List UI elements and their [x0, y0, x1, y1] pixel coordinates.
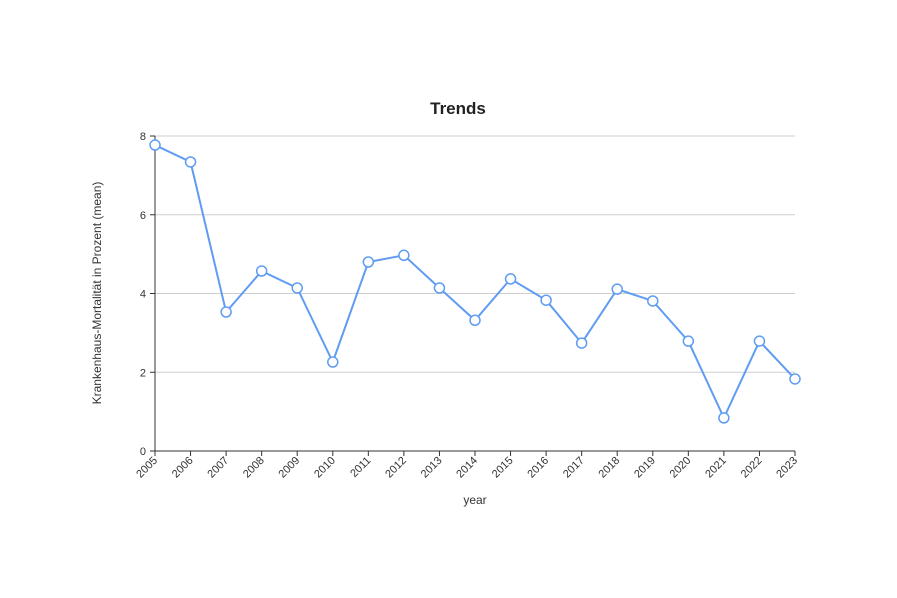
point	[575, 337, 588, 349]
x-tick-label: 2009	[277, 455, 303, 481]
x-tick-label: 2005	[134, 455, 160, 481]
point	[504, 273, 517, 285]
line-series	[154, 144, 796, 421]
point	[433, 282, 446, 294]
point	[327, 356, 339, 368]
x-tick-label: 2021	[703, 455, 729, 481]
point	[184, 156, 197, 168]
x-tick-label: 2016	[525, 455, 551, 481]
point	[398, 249, 410, 262]
y-axis-label: Krankenhaus-Mortalität in Prozent (mean)	[90, 182, 104, 405]
x-tick-label: 2022	[739, 455, 765, 481]
x-tick-label: 2017	[561, 455, 587, 481]
x-tick-label: 2019	[632, 455, 658, 481]
point	[291, 282, 303, 294]
x-tick-label: 2023	[774, 455, 800, 481]
y-tick-label: 0	[140, 446, 146, 458]
point	[682, 335, 695, 347]
point	[789, 373, 801, 385]
x-tick-label: 2018	[597, 455, 623, 481]
y-tick-label: 2	[140, 367, 146, 379]
point	[469, 314, 481, 327]
y-tick-label: 8	[140, 131, 146, 143]
y-tick-label: 4	[140, 289, 146, 301]
point	[540, 294, 552, 306]
x-tick-label: 2010	[312, 455, 338, 481]
point	[718, 412, 730, 424]
x-tick-label: 2011	[348, 455, 373, 480]
x-axis-label: year	[463, 493, 486, 507]
x-tick-label: 2014	[454, 455, 480, 481]
x-tick-label: 2008	[241, 455, 267, 481]
x-tick-label: 2012	[383, 455, 409, 481]
point	[362, 256, 375, 268]
point	[753, 335, 766, 347]
y-tick-label: 6	[140, 210, 146, 222]
x-tick-label: 2020	[668, 455, 694, 481]
point	[255, 265, 268, 277]
x-tick-label: 2013	[419, 455, 445, 481]
x-tick-label: 2015	[490, 455, 516, 481]
point	[149, 139, 161, 151]
x-tick-label: 2006	[170, 455, 196, 481]
chart-title: Trends	[430, 99, 486, 118]
point	[220, 306, 232, 318]
point	[611, 283, 623, 295]
point	[647, 295, 659, 307]
x-tick-label: 2007	[205, 455, 231, 481]
